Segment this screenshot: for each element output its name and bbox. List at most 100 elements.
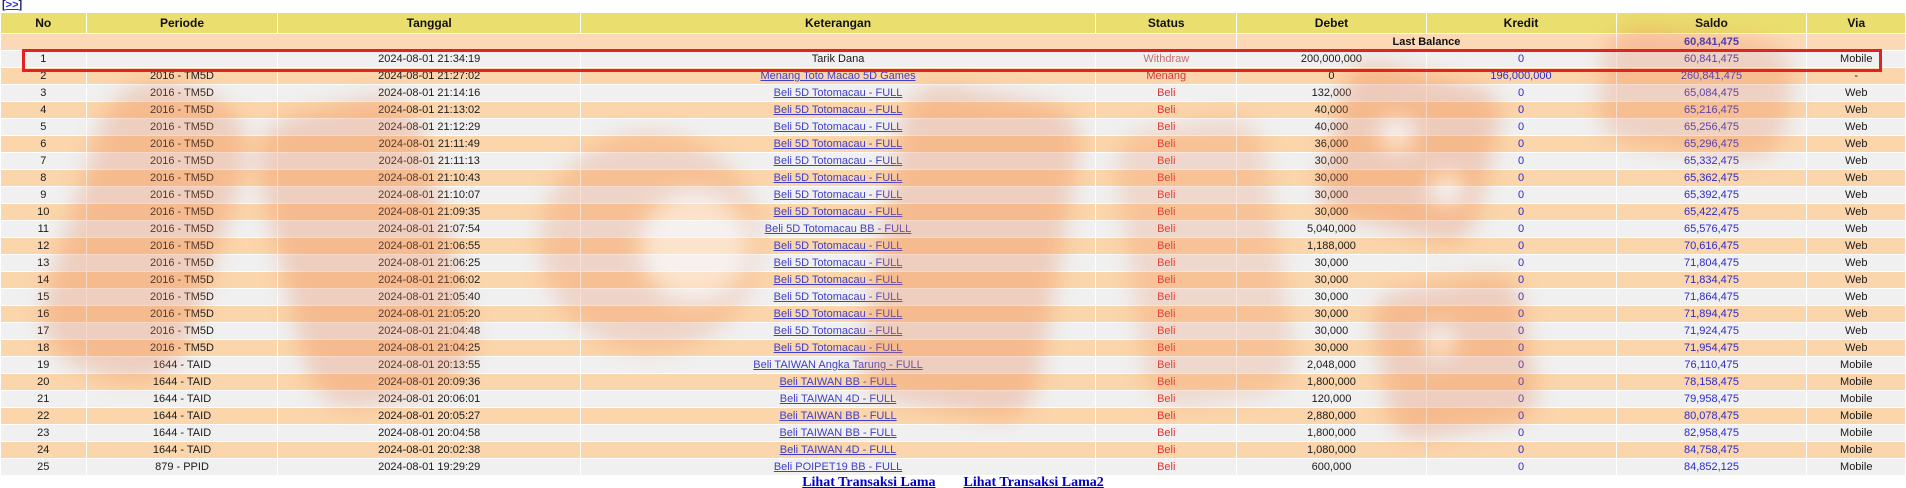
cell-status: Beli	[1096, 374, 1237, 390]
cell-tanggal: 2024-08-01 21:06:25	[278, 255, 580, 271]
cell-status: Beli	[1096, 272, 1237, 288]
cell-tanggal: 2024-08-01 21:09:35	[278, 204, 580, 220]
keterangan-link[interactable]: Beli 5D Totomacau - FULL	[773, 257, 903, 269]
keterangan-link[interactable]: Beli 5D Totomacau - FULL	[773, 291, 903, 303]
cell-status: Withdraw	[1096, 51, 1237, 67]
cell-kredit: 0	[1426, 272, 1616, 288]
cell-kredit: 196,000,000	[1426, 68, 1616, 84]
cell-periode: 1644 - TAID	[86, 391, 278, 407]
cell-no: 25	[1, 459, 86, 475]
table-header-row: No Periode Tanggal Keterangan Status Deb…	[1, 13, 1905, 33]
keterangan-link[interactable]: Beli 5D Totomacau - FULL	[773, 206, 903, 218]
lihat-transaksi-lama2-link[interactable]: Lihat Transaksi Lama2	[963, 475, 1104, 488]
cell-periode: 2016 - TM5D	[86, 221, 278, 237]
table-row: 9 2016 - TM5D 2024-08-01 21:10:07 Beli 5…	[1, 187, 1905, 203]
cell-periode: 1644 - TAID	[86, 374, 278, 390]
cell-kredit: 0	[1426, 408, 1616, 424]
cell-debet: 30,000	[1237, 204, 1426, 220]
table-row: 20 1644 - TAID 2024-08-01 20:09:36 Beli …	[1, 374, 1905, 390]
cell-tanggal: 2024-08-01 21:07:54	[278, 221, 580, 237]
cell-saldo: 65,576,475	[1616, 221, 1807, 237]
last-balance-label: Last Balance	[1237, 34, 1616, 50]
cell-keterangan: Beli 5D Totomacau - FULL	[580, 238, 1096, 254]
cell-periode: 2016 - TM5D	[86, 340, 278, 356]
cell-via: Mobile	[1807, 425, 1905, 441]
keterangan-link[interactable]: Beli TAIWAN 4D - FULL	[779, 393, 897, 405]
keterangan-link[interactable]: Beli 5D Totomacau - FULL	[773, 274, 903, 286]
cell-periode: 2016 - TM5D	[86, 102, 278, 118]
cell-status: Beli	[1096, 306, 1237, 322]
cell-no: 1	[1, 51, 86, 67]
cell-periode: 1644 - TAID	[86, 408, 278, 424]
keterangan-link[interactable]: Beli TAIWAN Angka Tarung - FULL	[753, 359, 923, 371]
cell-no: 17	[1, 323, 86, 339]
cell-status: Beli	[1096, 153, 1237, 169]
cell-debet: 132,000	[1237, 85, 1426, 101]
cell-tanggal: 2024-08-01 21:10:07	[278, 187, 580, 203]
cell-via: Mobile	[1807, 442, 1905, 458]
cell-kredit: 0	[1426, 425, 1616, 441]
col-header-debet: Debet	[1237, 13, 1426, 33]
keterangan-link[interactable]: Beli 5D Totomacau BB - FULL	[764, 223, 912, 235]
cell-tanggal: 2024-08-01 21:14:16	[278, 85, 580, 101]
keterangan-link[interactable]: Beli POIPET19 BB - FULL	[773, 461, 903, 473]
cell-kredit: 0	[1426, 374, 1616, 390]
cell-no: 12	[1, 238, 86, 254]
cell-debet: 600,000	[1237, 459, 1426, 475]
keterangan-link[interactable]: Beli 5D Totomacau - FULL	[773, 325, 903, 337]
keterangan-link[interactable]: Beli 5D Totomacau - FULL	[773, 138, 903, 150]
cell-status: Beli	[1096, 221, 1237, 237]
cell-keterangan: Beli 5D Totomacau - FULL	[580, 153, 1096, 169]
transactions-table: No Periode Tanggal Keterangan Status Deb…	[0, 12, 1906, 476]
lihat-transaksi-lama-link[interactable]: Lihat Transaksi Lama	[802, 475, 936, 488]
cell-tanggal: 2024-08-01 20:02:38	[278, 442, 580, 458]
cell-no: 14	[1, 272, 86, 288]
cell-status: Beli	[1096, 102, 1237, 118]
cell-tanggal: 2024-08-01 21:12:29	[278, 119, 580, 135]
footer-links: Lihat Transaksi Lama Lihat Transaksi Lam…	[0, 475, 1906, 488]
cell-keterangan: Beli TAIWAN 4D - FULL	[580, 391, 1096, 407]
cell-tanggal: 2024-08-01 21:05:40	[278, 289, 580, 305]
cell-status: Beli	[1096, 408, 1237, 424]
cell-debet: 40,000	[1237, 102, 1426, 118]
keterangan-link[interactable]: Beli 5D Totomacau - FULL	[773, 155, 903, 167]
cell-status: Beli	[1096, 391, 1237, 407]
col-header-tanggal: Tanggal	[278, 13, 580, 33]
cell-keterangan: Beli 5D Totomacau - FULL	[580, 170, 1096, 186]
keterangan-link[interactable]: Beli 5D Totomacau - FULL	[773, 189, 903, 201]
keterangan-link[interactable]: Beli 5D Totomacau - FULL	[773, 87, 903, 99]
cell-debet: 30,000	[1237, 255, 1426, 271]
keterangan-link[interactable]: Beli 5D Totomacau - FULL	[773, 342, 903, 354]
cell-periode: 1644 - TAID	[86, 425, 278, 441]
next-page-link[interactable]: >>	[5, 0, 19, 11]
cell-kredit: 0	[1426, 442, 1616, 458]
cell-saldo: 65,084,475	[1616, 85, 1807, 101]
keterangan-link[interactable]: Beli TAIWAN 4D - FULL	[779, 444, 897, 456]
keterangan-link[interactable]: Beli TAIWAN BB - FULL	[779, 376, 897, 388]
cell-no: 10	[1, 204, 86, 220]
table-row: 8 2016 - TM5D 2024-08-01 21:10:43 Beli 5…	[1, 170, 1905, 186]
keterangan-link[interactable]: Beli 5D Totomacau - FULL	[773, 308, 903, 320]
table-row: 11 2016 - TM5D 2024-08-01 21:07:54 Beli …	[1, 221, 1905, 237]
cell-via: Web	[1807, 255, 1905, 271]
keterangan-link[interactable]: Beli TAIWAN BB - FULL	[779, 427, 897, 439]
keterangan-link[interactable]: Beli 5D Totomacau - FULL	[773, 240, 903, 252]
cell-periode: 2016 - TM5D	[86, 289, 278, 305]
keterangan-link[interactable]: Menang Toto Macao 5D Games	[760, 70, 916, 82]
pagination-bar: [>>]	[0, 0, 1906, 12]
cell-debet: 1,800,000	[1237, 425, 1426, 441]
cell-status: Beli	[1096, 323, 1237, 339]
keterangan-link[interactable]: Beli 5D Totomacau - FULL	[773, 172, 903, 184]
cell-saldo: 65,256,475	[1616, 119, 1807, 135]
cell-kredit: 0	[1426, 153, 1616, 169]
cell-status: Beli	[1096, 340, 1237, 356]
cell-saldo: 65,362,475	[1616, 170, 1807, 186]
keterangan-link[interactable]: Beli TAIWAN BB - FULL	[779, 410, 897, 422]
keterangan-link[interactable]: Beli 5D Totomacau - FULL	[773, 104, 903, 116]
cell-periode: 2016 - TM5D	[86, 68, 278, 84]
cell-keterangan: Beli 5D Totomacau - FULL	[580, 136, 1096, 152]
keterangan-link[interactable]: Beli 5D Totomacau - FULL	[773, 121, 903, 133]
cell-keterangan: Beli 5D Totomacau - FULL	[580, 102, 1096, 118]
col-header-via: Via	[1807, 13, 1905, 33]
cell-periode: 2016 - TM5D	[86, 85, 278, 101]
